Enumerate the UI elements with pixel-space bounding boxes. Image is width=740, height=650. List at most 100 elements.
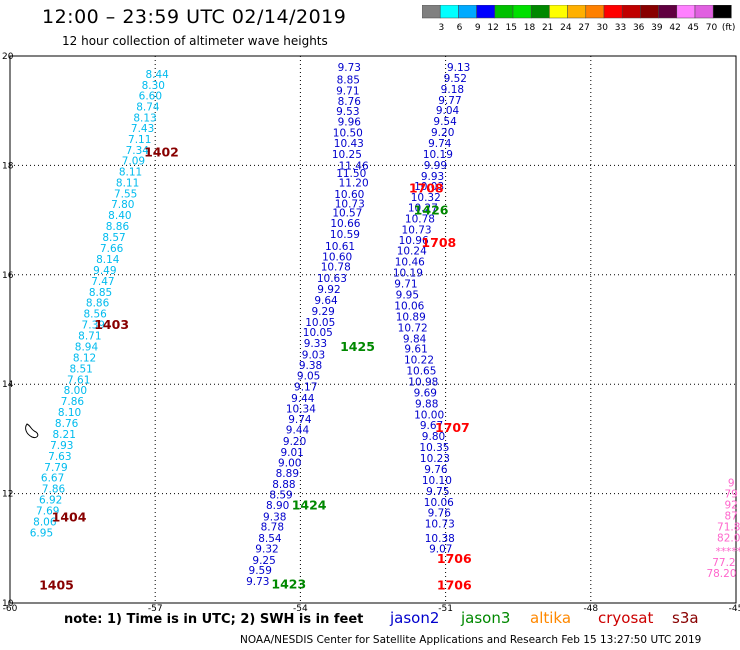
wave-height-point: 8.76: [55, 418, 79, 430]
wave-height-point: 9.44: [286, 425, 310, 437]
wave-height-point: 10.25: [332, 149, 362, 161]
colorbar-label: 70: [706, 23, 718, 33]
wave-height-point: 9.33: [304, 338, 327, 350]
wave-height-point: 8.06: [33, 516, 57, 528]
wave-height-point: 8.74: [136, 101, 160, 113]
footer-credit: NOAA/NESDIS Center for Satellite Applica…: [240, 634, 702, 646]
wave-height-point: 9.49: [93, 265, 116, 277]
wave-height-point: 6.67: [41, 473, 64, 485]
wave-height-point: 9.54: [433, 116, 457, 128]
wave-height-point: 10.72: [398, 322, 428, 334]
wave-height-point: 7.86: [61, 396, 85, 408]
wave-height-point: 8.57: [102, 232, 125, 244]
wave-height-point: 7.11: [128, 134, 151, 146]
wave-height-point: 9.05: [297, 370, 320, 382]
wave-height-point: 87: [724, 510, 737, 522]
wave-height-point: 8.10: [58, 407, 81, 419]
colorbar-swatch: [712, 5, 732, 19]
wave-height-point: 9.61: [404, 344, 427, 356]
colorbar-label: 18: [524, 23, 536, 33]
wave-height-point: 11.20: [339, 177, 369, 189]
wave-height-point: 7.55: [114, 188, 137, 200]
wave-height-point: 10.66: [330, 218, 360, 230]
colorbar-label: 42: [669, 23, 680, 33]
wave-height-point: 10.78: [405, 213, 435, 225]
colorbar-label: 30: [597, 23, 609, 33]
wave-height-point: 7.93: [50, 440, 73, 452]
pass-number-label: 1708: [421, 235, 456, 250]
wave-height-point: 71.8: [717, 521, 740, 533]
wave-height-point: 9.18: [441, 84, 464, 96]
colorbar-label: 15: [506, 23, 517, 33]
wave-height-point: 9.07: [429, 543, 452, 555]
wave-height-point: 8.54: [258, 533, 282, 545]
wave-height-point: 10.06: [394, 300, 424, 312]
wave-height-point: 10.32: [411, 192, 441, 204]
pass-number-label: 1403: [94, 317, 129, 332]
wave-height-point: 9.73: [246, 576, 269, 588]
wave-height-point: 10.65: [406, 366, 436, 378]
pass-number-label: 1423: [271, 576, 306, 591]
wave-height-point: 8.11: [116, 177, 139, 189]
wave-height-point: 10.19: [393, 268, 423, 280]
wave-height-point: 10.78: [321, 262, 351, 274]
y-tick-label: 14: [2, 380, 14, 390]
colorbar-label: 6: [457, 23, 463, 33]
wave-height-point: 10.03: [414, 181, 444, 193]
wave-height-point: 9.96: [338, 117, 362, 129]
colorbar-label: 39: [651, 23, 663, 33]
wave-height-point: 7.34: [126, 145, 150, 157]
wave-height-point: 10.06: [424, 497, 454, 509]
wave-height-point: 7.61: [67, 374, 90, 386]
wave-height-point: 9.92: [317, 284, 340, 296]
pass-number-label: 1402: [144, 145, 179, 160]
wave-height-point: 9.53: [336, 106, 359, 118]
x-tick-label: -54: [293, 604, 308, 612]
wave-height-point: 8.88: [272, 479, 295, 491]
wave-height-point: 10.96: [399, 235, 429, 247]
wave-height-point: 8.56: [83, 309, 107, 321]
x-tick-label: -48: [583, 604, 598, 612]
pass-number-label: 1708: [409, 180, 444, 195]
wave-height-point: 9.74: [428, 138, 452, 150]
wave-height-point: 9.74: [288, 414, 312, 426]
wave-height-point: 9.80: [422, 431, 445, 443]
colorbar-label: 3: [438, 23, 444, 33]
wave-height-point: 9.59: [249, 565, 272, 577]
wave-height-point: 8.51: [69, 363, 92, 375]
wave-height-point: 10.10: [422, 475, 452, 487]
colorbar-label: 24: [560, 23, 572, 33]
colorbar-label: 21: [542, 23, 553, 33]
wave-height-point: 10.98: [408, 376, 438, 388]
wave-height-point: 9.38: [299, 360, 322, 372]
pass-number-label: 1425: [340, 339, 375, 354]
pass-number-label: 1424: [292, 498, 327, 513]
x-tick-label: -60: [3, 604, 18, 612]
wave-height-point: 10.61: [325, 241, 355, 253]
wave-height-point: 9.20: [283, 436, 306, 448]
wave-height-point: 9.64: [314, 295, 338, 307]
wave-height-point: 8.44: [145, 69, 169, 81]
wave-height-point: 10.22: [404, 355, 434, 367]
y-tick-label: 12: [2, 490, 13, 500]
wave-height-point: 8.71: [78, 331, 101, 343]
wave-height-point: 9.71: [394, 279, 417, 291]
wave-height-point: 7.43: [131, 123, 154, 135]
wave-height-point: 9.20: [431, 127, 454, 139]
pass-number-label: 1707: [435, 420, 470, 435]
wave-height-point: 8.13: [133, 112, 156, 124]
wave-height-point: 10.59: [330, 229, 360, 241]
wave-height-point: 8.90: [266, 500, 289, 512]
wave-height-point: 9.04: [436, 105, 460, 117]
colorbar-legend: 3 6 9 12 15 18 21 24 27 30 33 36 39 42 45 70 (ft): [422, 5, 735, 33]
wave-height-point: 7.09: [122, 155, 145, 167]
wave-height-point: 6.60: [139, 90, 162, 102]
wave-height-point: 8.59: [269, 490, 292, 502]
wave-height-point: 9.95: [396, 289, 419, 301]
wave-height-point: 10.23: [420, 453, 450, 465]
wave-height-point: 7.66: [100, 243, 124, 255]
colorbar-label: 45: [688, 23, 699, 33]
wave-height-point: 9.29: [311, 306, 334, 318]
wave-height-point: 92: [724, 500, 737, 512]
x-tick-label: -51: [438, 604, 453, 612]
